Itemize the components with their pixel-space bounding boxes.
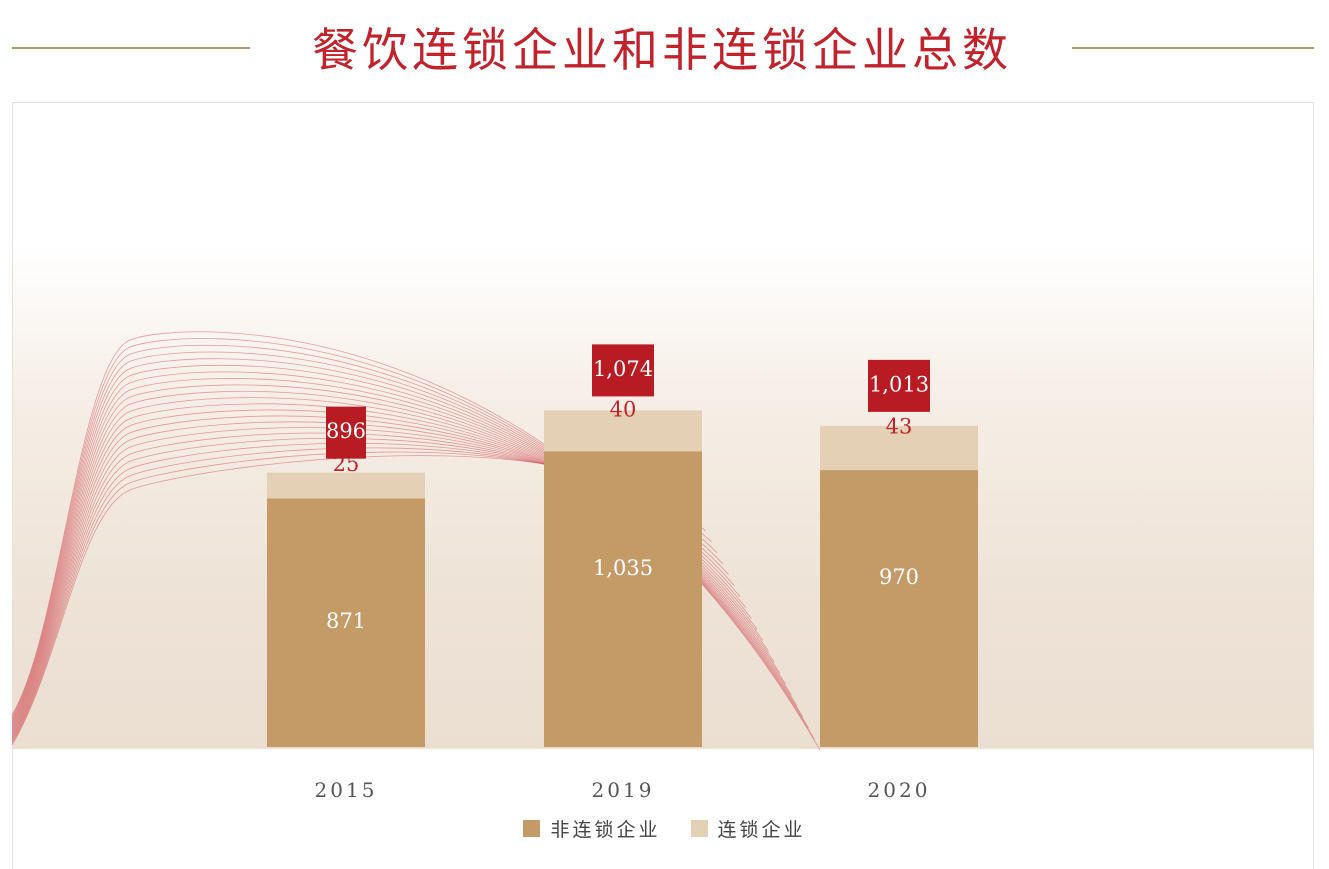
- chart-header: 餐饮连锁企业和非连锁企业总数: [0, 0, 1329, 100]
- legend-swatch-non-chain: [523, 820, 541, 837]
- bars-group: [267, 410, 978, 747]
- bar-chain: [544, 410, 702, 452]
- value-label-non-chain: 970: [879, 565, 919, 589]
- legend-swatch-chain: [690, 820, 708, 837]
- x-tick-label: 2015: [315, 778, 378, 802]
- total-label: 896: [326, 419, 366, 443]
- total-label-box: [592, 344, 654, 397]
- value-label-chain: 43: [886, 414, 913, 438]
- total-label-box: [868, 359, 930, 412]
- legend-item-chain: 连锁企业: [690, 815, 806, 842]
- legend-item-non-chain: 非连锁企业: [523, 815, 660, 842]
- total-label: 1,074: [593, 357, 653, 381]
- value-label-non-chain: 871: [326, 609, 366, 633]
- value-label-non-chain: 1,035: [593, 556, 653, 580]
- title-rule-left: [12, 47, 250, 49]
- x-tick-label: 2020: [868, 778, 931, 802]
- value-label-chain: 40: [610, 397, 637, 421]
- bar-non-chain: [544, 451, 702, 747]
- chart-legend: 非连锁企业 连锁企业: [0, 815, 1329, 842]
- bar-non-chain: [267, 498, 425, 747]
- legend-label-non-chain: 非连锁企业: [550, 819, 661, 841]
- title-rule-right: [1072, 47, 1314, 49]
- legend-label-chain: 连锁企业: [717, 819, 806, 841]
- total-label-box: [326, 406, 366, 459]
- bar-chain: [820, 425, 978, 471]
- bar-chain: [267, 472, 425, 499]
- chart-title: 餐饮连锁企业和非连锁企业总数: [312, 23, 1012, 77]
- bar-non-chain: [820, 470, 978, 747]
- x-tick-label: 2019: [592, 778, 655, 802]
- labels-group: 8712589620151,035401,0742019970431,01320…: [315, 344, 931, 802]
- total-label: 1,013: [869, 372, 929, 396]
